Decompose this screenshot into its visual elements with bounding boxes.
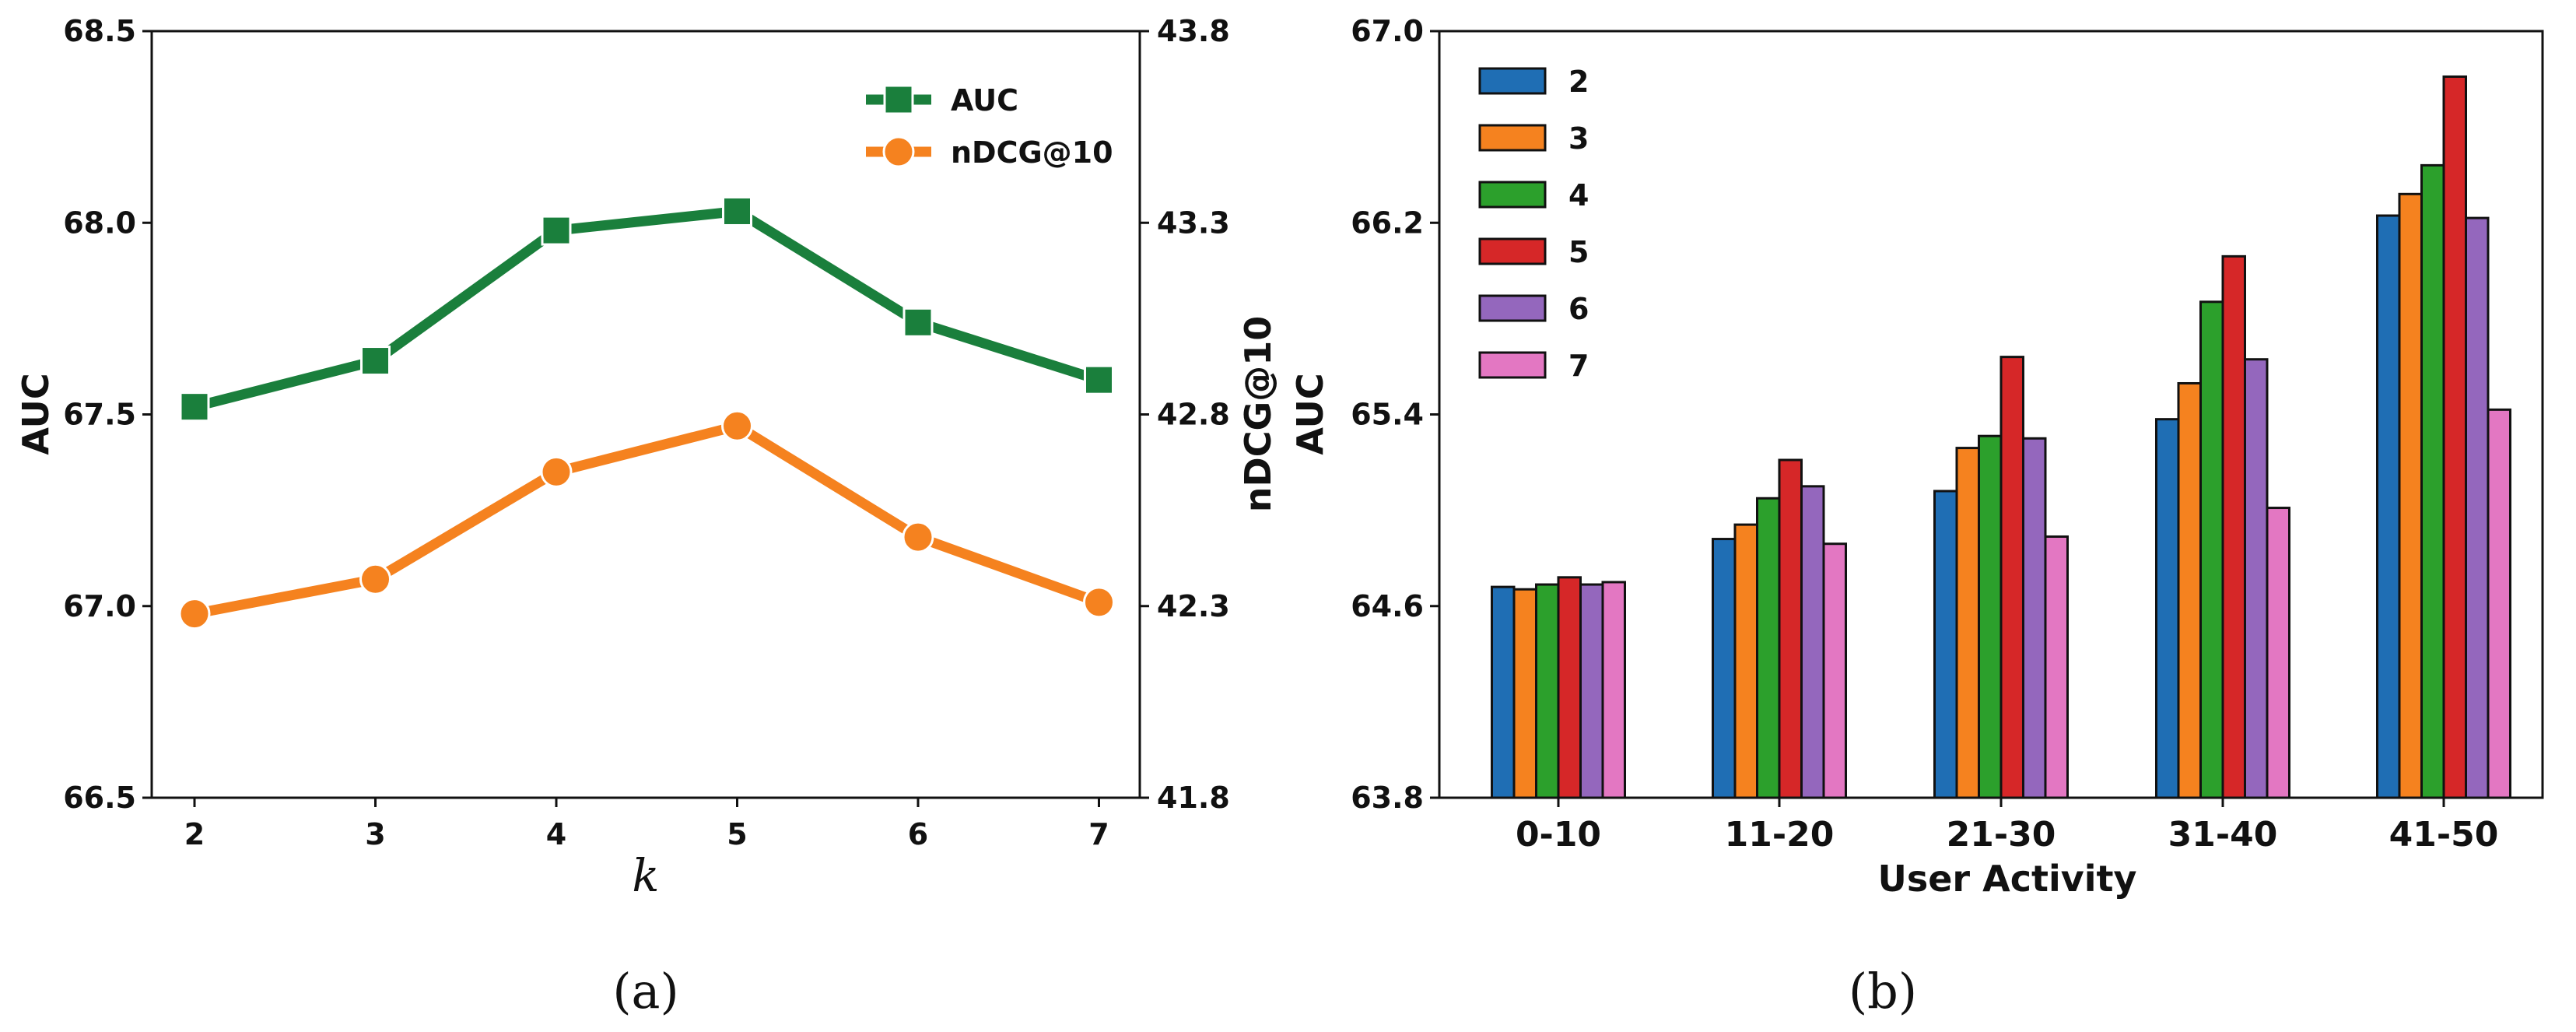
x-tick-label: 11-20 [1725,815,1835,855]
bar-k6-11-20 [1800,485,1825,799]
x-tick-label: 5 [727,817,747,851]
legend-ndcg-marker [882,135,915,168]
point-auc [902,307,934,338]
bar-k4-11-20 [1756,497,1781,799]
line-chart-panel-a: 2 3 4 5 6 7 66.5 67.0 67.5 68.0 68.5 41.8 42.3 42.8 43… [15,14,1279,1020]
legend-b: 2 3 4 5 6 7 [1478,65,1589,383]
bar-k5-41-50 [2442,75,2467,799]
y-tick-label: 66.5 [63,781,136,815]
legend-label-5: 5 [1568,235,1589,269]
legend-label-7: 7 [1568,349,1589,383]
legend-swatch-3 [1478,124,1547,152]
x-tick-label: 2 [184,817,205,851]
bar-k3-41-50 [2398,192,2423,799]
bar-k6-41-50 [2465,216,2490,799]
point-auc [722,195,752,226]
legend-label-3: 3 [1568,121,1589,156]
point-ndcg-10 [178,598,211,630]
point-ndcg-10 [1083,586,1115,619]
point-ndcg-10 [721,409,753,442]
bar-k7-21-30 [2044,535,2069,799]
bar-k5-31-40 [2221,254,2246,799]
x-tick-label: 7 [1088,817,1109,851]
bar-k4-21-30 [1978,434,2003,799]
bar-k4-41-50 [2420,163,2445,799]
y2-tick-label: 42.3 [1157,589,1230,623]
y-tick-label: 67.5 [63,398,136,432]
bar-k5-11-20 [1778,458,1803,799]
legend-ndcg-label: nDCG@10 [951,135,1113,170]
y2-tick-label: 42.8 [1157,398,1230,432]
bar-k2-31-40 [2155,418,2180,799]
x-tick-label: 6 [908,817,928,851]
y-tick-label: 63.8 [1351,781,1424,815]
y-tick-label: 68.0 [63,205,136,240]
bar-k6-21-30 [2022,437,2047,799]
bar-k7-0-10 [1601,581,1626,799]
x-axis-label-user-activity: User Activity [1878,858,2137,900]
x-tick-label: 0-10 [1516,815,1601,855]
point-auc [179,391,210,423]
bar-k2-21-30 [1933,490,1958,799]
caption-b: (b) [1849,963,1917,1020]
bar-k3-21-30 [1955,447,1980,799]
legend-swatch-6 [1478,294,1547,322]
y2-tick-label: 41.8 [1157,781,1230,815]
y-axis-label-auc-b: AUC [1289,373,1331,455]
bar-k3-31-40 [2177,381,2202,799]
bar-k7-31-40 [2266,507,2290,799]
y-tick-label: 64.6 [1351,589,1424,623]
point-auc [1084,364,1114,395]
y2-axis-label-ndcg: nDCG@10 [1237,316,1279,512]
series-line-ndcg-10 [193,420,1101,619]
bar-k5-21-30 [1999,356,2024,799]
legend-label-6: 6 [1568,292,1589,326]
y-tick-label: 68.5 [63,14,136,48]
legend-auc-label: AUC [951,83,1018,118]
x-axis-label-k: k [632,849,659,902]
bar-k3-11-20 [1733,523,1758,799]
x-tick-label: 4 [546,817,566,851]
y2-tick-label: 43.3 [1157,205,1230,240]
bar-k4-0-10 [1535,583,1560,799]
bar-k2-11-20 [1712,538,1737,799]
bar-k4-31-40 [2199,300,2224,799]
legend-label-2: 2 [1568,65,1589,99]
caption-a: (a) [612,963,678,1020]
y-tick-label: 65.4 [1351,398,1424,432]
bar-k7-41-50 [2487,408,2511,799]
x-tick-label: 3 [365,817,385,851]
legend-swatch-4 [1478,181,1547,209]
point-auc [360,346,391,377]
bar-k2-41-50 [2376,214,2401,799]
y-tick-label: 67.0 [63,589,136,623]
x-tick-label: 21-30 [1947,815,2056,855]
y2-tick-label: 43.8 [1157,14,1230,48]
point-ndcg-10 [540,455,573,488]
x-tick-label: 31-40 [2168,815,2278,855]
bar-k2-0-10 [1491,585,1516,799]
point-ndcg-10 [359,563,391,595]
legend-a: AUC nDCG@10 [866,83,1113,170]
legend-auc-marker [883,84,914,115]
legend-label-4: 4 [1568,178,1589,212]
bar-k3-0-10 [1512,588,1537,799]
legend-swatch-5 [1478,237,1547,265]
legend-swatch-7 [1478,351,1547,379]
legend-swatch-2 [1478,67,1547,95]
bar-chart-panel-b: 0-10 11-20 21-30 31-40 41-50 63.8 64.6 65.4 66.2… [1289,14,2544,1020]
y-tick-label: 66.2 [1351,205,1424,240]
bar-k7-11-20 [1822,542,1847,799]
y-axis-label-auc: AUC [15,373,57,455]
series-line-auc [193,205,1101,412]
x-tick-label: 41-50 [2389,815,2499,855]
bar-k5-0-10 [1557,576,1582,799]
point-ndcg-10 [902,521,934,553]
y-tick-label: 67.0 [1351,14,1424,48]
bar-k6-31-40 [2244,358,2269,799]
point-auc [541,215,572,246]
bar-k6-0-10 [1579,583,1604,799]
